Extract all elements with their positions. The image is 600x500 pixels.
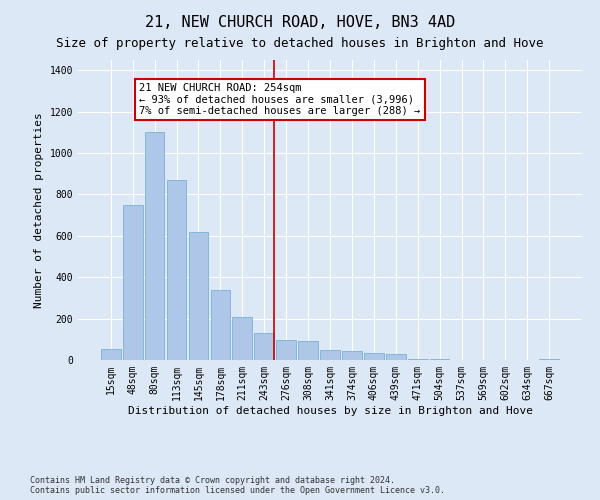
Bar [101, 348, 121, 360]
Y-axis label: Number of detached properties: Number of detached properties [34, 112, 44, 308]
Bar [211, 290, 230, 360]
Bar [145, 132, 164, 360]
Bar [167, 180, 187, 360]
Bar [320, 350, 340, 360]
Text: 21, NEW CHURCH ROAD, HOVE, BN3 4AD: 21, NEW CHURCH ROAD, HOVE, BN3 4AD [145, 15, 455, 30]
Text: Contains HM Land Registry data © Crown copyright and database right 2024.
Contai: Contains HM Land Registry data © Crown c… [30, 476, 445, 495]
Bar [539, 359, 559, 360]
Bar [123, 205, 143, 360]
Bar [342, 350, 362, 360]
Text: 21 NEW CHURCH ROAD: 254sqm
← 93% of detached houses are smaller (3,996)
7% of se: 21 NEW CHURCH ROAD: 254sqm ← 93% of deta… [139, 83, 421, 116]
Bar [430, 359, 449, 360]
Text: Size of property relative to detached houses in Brighton and Hove: Size of property relative to detached ho… [56, 38, 544, 51]
Bar [364, 353, 384, 360]
Bar [386, 354, 406, 360]
Bar [408, 359, 428, 360]
X-axis label: Distribution of detached houses by size in Brighton and Hove: Distribution of detached houses by size … [128, 406, 533, 415]
Bar [232, 316, 252, 360]
Bar [254, 333, 274, 360]
Bar [276, 340, 296, 360]
Bar [188, 232, 208, 360]
Bar [298, 342, 318, 360]
